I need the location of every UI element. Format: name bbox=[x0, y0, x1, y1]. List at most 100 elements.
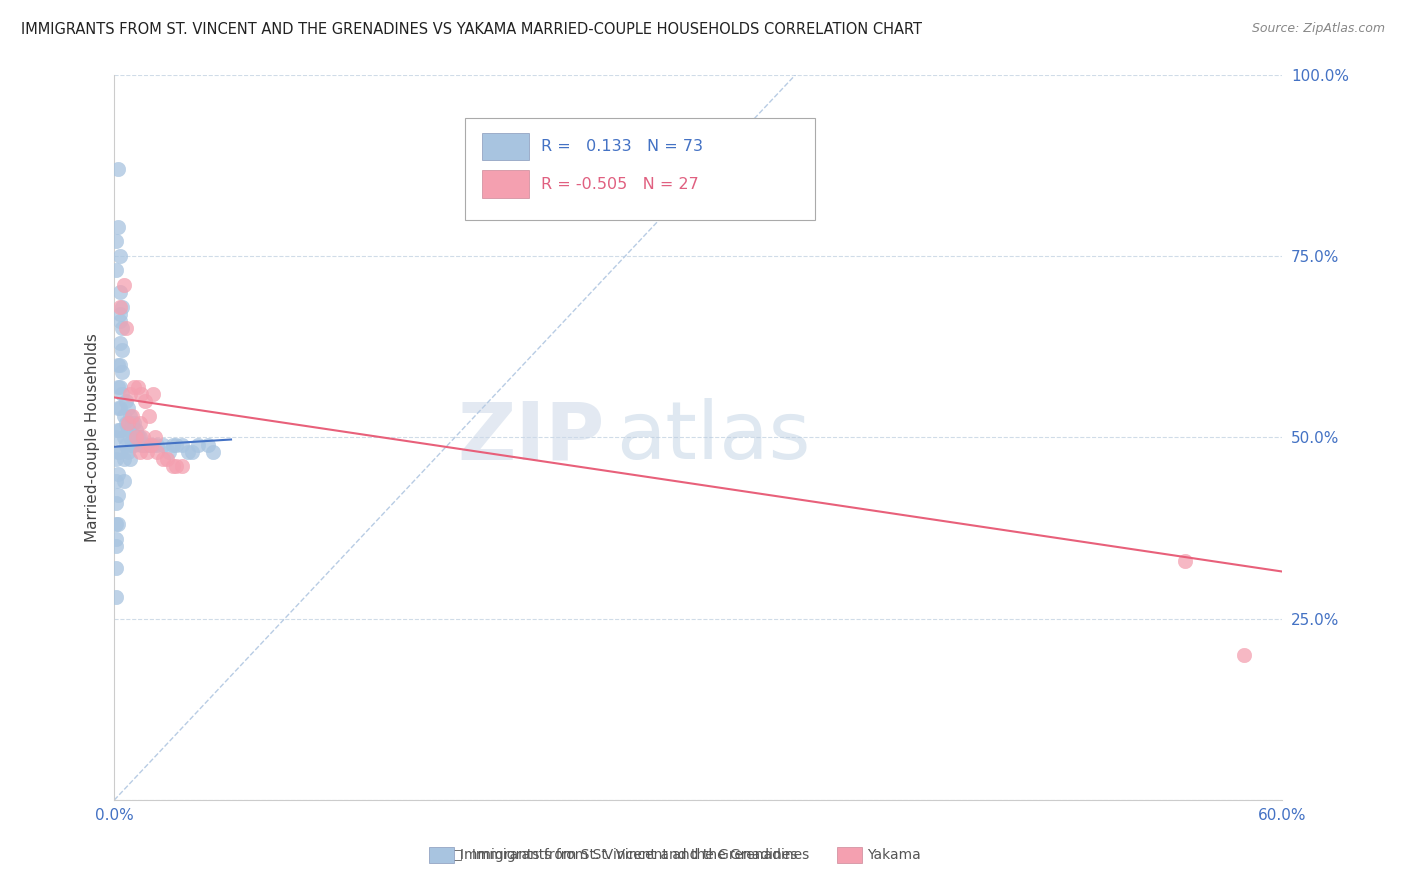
Text: atlas: atlas bbox=[617, 399, 811, 476]
Point bbox=[162, 459, 184, 474]
Point bbox=[107, 488, 129, 502]
Point bbox=[152, 437, 174, 451]
Point bbox=[108, 249, 131, 263]
Point bbox=[134, 394, 156, 409]
Bar bbox=[482, 133, 529, 161]
Bar bbox=[464, 118, 815, 219]
Point bbox=[108, 379, 131, 393]
Point bbox=[132, 437, 155, 451]
Point bbox=[118, 430, 141, 444]
Point bbox=[118, 452, 141, 467]
Point bbox=[105, 590, 128, 604]
Point bbox=[146, 445, 169, 459]
Point bbox=[108, 423, 131, 437]
Point bbox=[118, 409, 141, 423]
Point bbox=[152, 452, 174, 467]
Point bbox=[202, 445, 225, 459]
Point bbox=[105, 452, 128, 467]
Text: Immigrants from St. Vincent and the Grenadines: Immigrants from St. Vincent and the Gren… bbox=[460, 847, 797, 862]
Point bbox=[122, 416, 145, 430]
Text: Source: ZipAtlas.com: Source: ZipAtlas.com bbox=[1251, 22, 1385, 36]
Point bbox=[187, 437, 209, 451]
Point bbox=[121, 437, 143, 451]
Point bbox=[138, 437, 160, 451]
Point bbox=[112, 409, 135, 423]
Point bbox=[107, 401, 129, 416]
Point bbox=[124, 423, 146, 437]
Point bbox=[105, 495, 128, 509]
Point bbox=[105, 561, 128, 575]
Point bbox=[105, 263, 128, 277]
Point bbox=[111, 365, 134, 379]
Point bbox=[128, 430, 150, 444]
Point bbox=[172, 459, 194, 474]
Text: □  Immigrants from St. Vincent and the Grenadines: □ Immigrants from St. Vincent and the Gr… bbox=[450, 847, 810, 862]
Point bbox=[124, 430, 146, 444]
Point bbox=[115, 437, 138, 451]
Point bbox=[118, 386, 141, 401]
Point bbox=[127, 430, 149, 444]
Point bbox=[141, 437, 163, 451]
Point bbox=[157, 445, 180, 459]
Point bbox=[132, 430, 155, 444]
Point bbox=[115, 416, 138, 430]
Point bbox=[172, 437, 194, 451]
Point bbox=[143, 430, 166, 444]
Point bbox=[127, 379, 149, 393]
Point bbox=[107, 219, 129, 234]
Text: IMMIGRANTS FROM ST. VINCENT AND THE GRENADINES VS YAKAMA MARRIED-COUPLE HOUSEHOL: IMMIGRANTS FROM ST. VINCENT AND THE GREN… bbox=[21, 22, 922, 37]
Point bbox=[166, 437, 188, 451]
Point bbox=[136, 445, 159, 459]
Text: R = -0.505   N = 27: R = -0.505 N = 27 bbox=[541, 177, 699, 192]
Point bbox=[108, 358, 131, 372]
Point bbox=[111, 321, 134, 335]
Point bbox=[111, 343, 134, 358]
Bar bbox=[482, 170, 529, 198]
Point bbox=[115, 321, 138, 335]
Point bbox=[105, 235, 128, 249]
Point bbox=[181, 445, 204, 459]
Point bbox=[112, 430, 135, 444]
Point bbox=[108, 445, 131, 459]
Point bbox=[128, 416, 150, 430]
Point bbox=[142, 386, 165, 401]
Point bbox=[111, 386, 134, 401]
Point bbox=[108, 401, 131, 416]
Point bbox=[105, 517, 128, 532]
Point bbox=[177, 445, 200, 459]
Point bbox=[117, 445, 139, 459]
Point bbox=[105, 539, 128, 553]
Point bbox=[105, 532, 128, 546]
Point bbox=[197, 437, 219, 451]
Point bbox=[128, 445, 150, 459]
Text: ZIP: ZIP bbox=[457, 399, 605, 476]
Point bbox=[108, 285, 131, 300]
Point bbox=[107, 379, 129, 393]
Point bbox=[107, 445, 129, 459]
Point bbox=[107, 517, 129, 532]
Point bbox=[162, 437, 184, 451]
Text: R =   0.133   N = 73: R = 0.133 N = 73 bbox=[541, 139, 703, 153]
Point bbox=[122, 379, 145, 393]
Point bbox=[121, 409, 143, 423]
Text: Yakama: Yakama bbox=[868, 847, 921, 862]
Point bbox=[108, 300, 131, 314]
Point bbox=[134, 437, 156, 451]
Y-axis label: Married-couple Households: Married-couple Households bbox=[86, 333, 100, 541]
Point bbox=[146, 437, 169, 451]
Point bbox=[117, 416, 139, 430]
Point bbox=[138, 409, 160, 423]
Point bbox=[105, 474, 128, 488]
Point bbox=[107, 358, 129, 372]
Point bbox=[111, 300, 134, 314]
Point bbox=[112, 277, 135, 292]
Point bbox=[121, 416, 143, 430]
Point bbox=[108, 307, 131, 321]
Point bbox=[107, 423, 129, 437]
Point bbox=[115, 394, 138, 409]
Point bbox=[156, 452, 179, 467]
Point bbox=[1174, 554, 1197, 568]
Point bbox=[107, 161, 129, 176]
Point bbox=[142, 437, 165, 451]
Point bbox=[108, 336, 131, 351]
